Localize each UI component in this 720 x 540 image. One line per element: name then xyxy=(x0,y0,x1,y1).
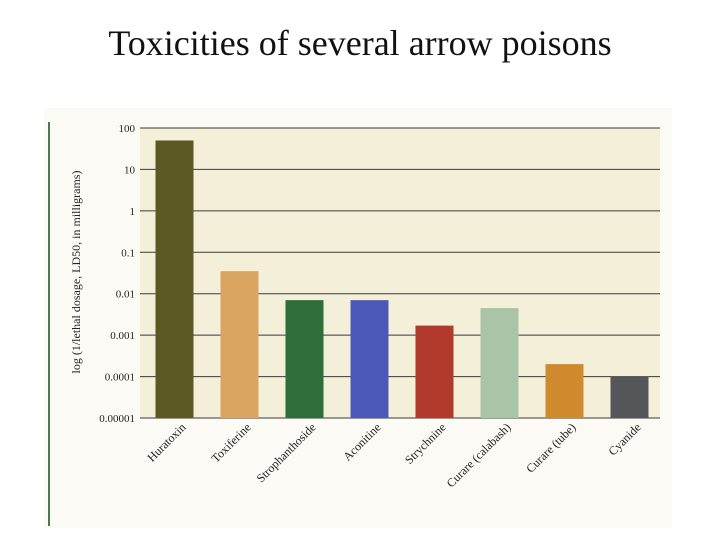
bar-curare-tube xyxy=(545,364,584,418)
x-category-label: Curare (calabash) xyxy=(444,420,514,490)
x-category-label: Aconitine xyxy=(340,420,383,463)
y-axis-tick-labels: 100 10 1 0.1 0.01 0.001 0.0001 0.00001 xyxy=(99,123,135,425)
slide-title: Toxicities of several arrow poisons xyxy=(108,23,612,63)
y-tick-label: 0.001 xyxy=(110,330,135,342)
y-tick-label: 100 xyxy=(119,123,136,135)
bars xyxy=(155,140,649,418)
bar-curare-calabash xyxy=(480,308,519,418)
y-axis-label: log (1/lethal dosage, LD50, in milligram… xyxy=(69,171,83,374)
figure-border xyxy=(48,122,50,526)
x-category-label: Toxiferine xyxy=(208,420,253,465)
bar-huratoxin xyxy=(155,140,194,418)
y-tick-label: 0.1 xyxy=(121,247,135,259)
bar-aconitine xyxy=(350,300,389,418)
x-category-label: Strophanthoside xyxy=(254,420,319,485)
bar-strychnine xyxy=(415,325,454,418)
x-category-label: Strychnine xyxy=(402,420,449,467)
x-axis-category-labels: Huratoxin Toxiferine Strophanthoside Aconit… xyxy=(144,420,643,490)
y-tick-label: 0.0001 xyxy=(105,372,135,384)
y-tick-label: 1 xyxy=(130,206,136,218)
bar-strophanthoside xyxy=(285,300,324,418)
y-tick-label: 0.01 xyxy=(116,289,135,301)
x-category-label: Curare (tube) xyxy=(523,420,578,475)
y-tick-label: 10 xyxy=(124,164,136,176)
bar-cyanide xyxy=(610,376,649,418)
y-tick-label: 0.00001 xyxy=(99,413,135,425)
x-category-label: Huratoxin xyxy=(144,420,188,464)
bar-toxiferine xyxy=(220,271,259,418)
x-category-label: Cyanide xyxy=(605,420,643,458)
